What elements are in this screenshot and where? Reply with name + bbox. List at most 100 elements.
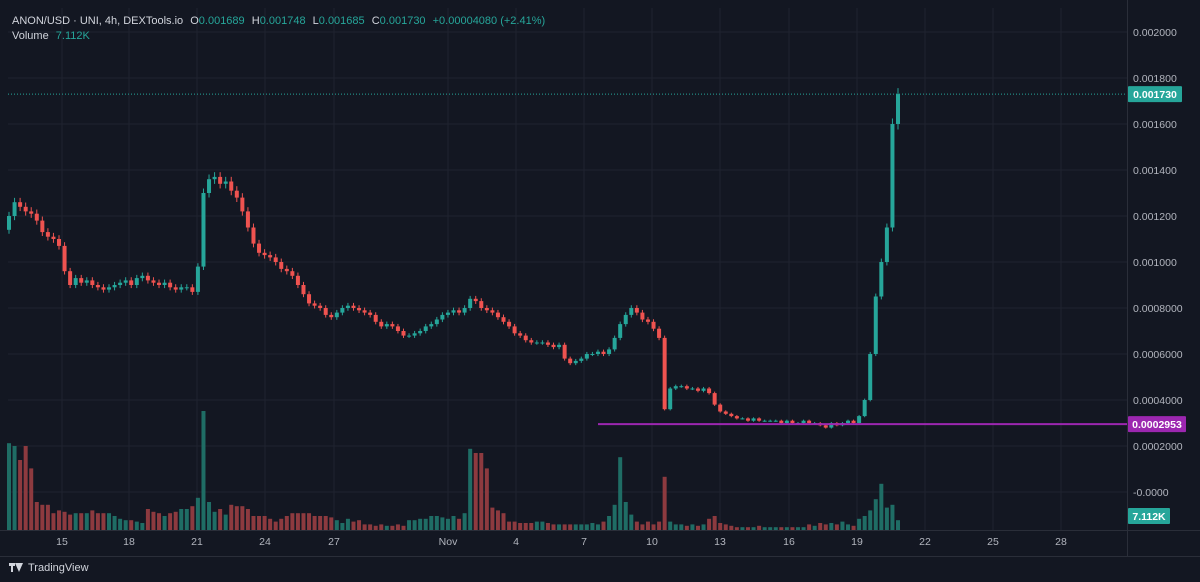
- candle-body-140: [784, 420, 789, 423]
- volume-bar-125: [701, 524, 706, 530]
- volume-bar-140: [784, 527, 789, 530]
- volume-bar-156: [873, 499, 878, 530]
- volume-bar-89: [501, 513, 506, 530]
- volume-bar-74: [418, 518, 423, 530]
- candle-body-115: [645, 319, 650, 322]
- volume-bar-27: [157, 513, 162, 530]
- volume-bar-0: [6, 443, 12, 530]
- volume-bar-23: [134, 521, 139, 530]
- volume-bar-6: [40, 504, 45, 530]
- x-tick-label-13: 25: [987, 536, 999, 548]
- candle-body-51: [290, 271, 295, 276]
- volume-row: Volume 7.112K: [12, 29, 545, 44]
- volume-bar-108: [607, 516, 612, 530]
- candle-body-41: [234, 190, 239, 198]
- volume-bar-4: [29, 468, 34, 530]
- candle-body-45: [257, 243, 262, 253]
- candle-body-131: [734, 416, 739, 419]
- change-value: +0.00004080 (+2.41%): [432, 15, 546, 27]
- volume-bar-97: [545, 523, 550, 530]
- candle-body-134: [751, 418, 756, 421]
- volume-bar-131: [734, 527, 739, 530]
- candle-body-15: [90, 280, 95, 285]
- volume-bar-25: [145, 509, 150, 530]
- tradingview-logo[interactable]: TradingView: [9, 562, 89, 574]
- volume-bar-114: [640, 524, 645, 530]
- candle-body-10: [62, 245, 67, 272]
- x-tick-label-5: Nov: [439, 536, 458, 548]
- volume-bar-127: [712, 516, 717, 530]
- volume-bar-22: [129, 520, 134, 530]
- x-tick-label-4: 27: [328, 536, 340, 548]
- volume-bar-139: [779, 527, 784, 530]
- volume-bar-126: [707, 518, 712, 530]
- low-value: 0.001685: [318, 15, 365, 27]
- candle-body-136: [762, 420, 767, 422]
- candle-body-73: [412, 333, 417, 336]
- candle-body-71: [401, 331, 406, 336]
- x-tick-label-6: 4: [513, 536, 519, 548]
- volume-bar-33: [190, 506, 195, 530]
- x-tick-label-3: 24: [259, 536, 271, 548]
- candle-body-125: [701, 388, 706, 391]
- volume-bar-159: [890, 504, 895, 530]
- candle-body-22: [129, 280, 134, 285]
- volume-bar-100: [562, 524, 567, 530]
- volume-bar-49: [279, 518, 284, 530]
- volume-bars: [6, 411, 901, 530]
- open-value: 0.001689: [198, 15, 245, 27]
- x-tick-label-12: 22: [919, 536, 931, 548]
- candle-body-124: [695, 388, 700, 391]
- candle-body-109: [612, 337, 617, 350]
- candle-body-74: [418, 331, 423, 334]
- candle-body-24: [140, 275, 145, 279]
- volume-bar-142: [795, 527, 800, 530]
- candle-body-157: [879, 262, 884, 297]
- candle-body-129: [723, 411, 728, 414]
- candle-body-36: [207, 179, 212, 193]
- candle-body-67: [379, 321, 384, 327]
- volume-bar-42: [240, 506, 245, 530]
- volume-bar-80: [451, 516, 456, 530]
- candle-body-2: [18, 202, 23, 207]
- candle-body-34: [195, 266, 200, 292]
- low-label: L: [312, 15, 319, 27]
- candle-body-154: [862, 400, 867, 417]
- symbol-title: ANON/USD · UNI, 4h, DEXTools.io: [12, 15, 184, 27]
- candle-body-118: [662, 337, 667, 410]
- volume-bar-160: [895, 520, 901, 530]
- candle-body-11: [68, 271, 73, 285]
- brand-label: TradingView: [28, 562, 89, 574]
- volume-bar-149: [834, 524, 839, 530]
- y-tick-label-6: 0.0008000: [1133, 303, 1183, 315]
- candle-body-8: [51, 236, 56, 239]
- volume-bar-119: [668, 521, 673, 530]
- volume-bar-28: [162, 516, 167, 530]
- volume-bar-43: [245, 509, 250, 530]
- volume-bar-29: [168, 513, 173, 530]
- volume-bar-91: [512, 521, 517, 530]
- candle-body-159: [890, 124, 895, 228]
- volume-bar-111: [623, 502, 628, 530]
- volume-bar-66: [373, 525, 378, 530]
- candle-body-65: [368, 312, 373, 315]
- candle-body-13: [79, 278, 84, 283]
- candle-body-69: [390, 324, 395, 327]
- candle-body-4: [29, 211, 34, 214]
- volume-bar-17: [101, 513, 106, 530]
- volume-bar-113: [634, 521, 639, 530]
- volume-bar-110: [618, 457, 623, 530]
- volume-bar-157: [879, 483, 884, 530]
- candle-body-80: [451, 310, 456, 313]
- y-tick-label-8: 0.0004000: [1133, 395, 1183, 407]
- volume-label: Volume: [12, 30, 49, 42]
- candle-body-55: [312, 303, 317, 306]
- candle-body-144: [807, 420, 812, 423]
- candle-body-110: [618, 324, 623, 338]
- volume-bar-98: [551, 524, 556, 530]
- candle-body-114: [640, 312, 645, 320]
- volume-bar-105: [590, 523, 595, 530]
- volume-bar-8: [51, 513, 56, 530]
- volume-bar-96: [540, 521, 545, 530]
